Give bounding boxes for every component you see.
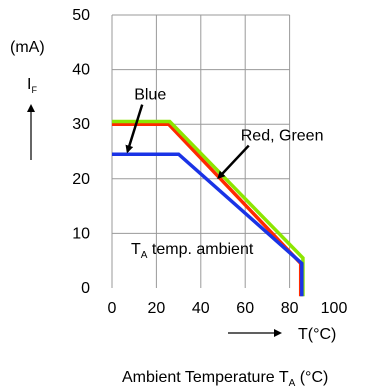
y-tick-label: 40 — [72, 62, 90, 79]
y-tick-label: 30 — [72, 116, 90, 133]
inner-label-main: T — [131, 241, 141, 258]
inner-label-sub: A — [141, 250, 148, 261]
annotation-label: Red, Green — [241, 128, 324, 145]
annotation-arrow — [217, 144, 250, 180]
x-tick-label: 40 — [192, 300, 210, 317]
series-line — [112, 122, 303, 297]
y-tick-label: 0 — [81, 280, 90, 297]
series-line — [112, 119, 305, 297]
x-tick-label: 20 — [148, 300, 166, 317]
inner-label-tail: temp. ambient — [147, 241, 253, 258]
bottom-label-tail: (°C) — [295, 369, 328, 386]
series-line — [112, 152, 304, 297]
annotations: Blue Red, Green — [125, 87, 324, 180]
y-axis-symbol-main: I — [27, 76, 31, 93]
series-lines — [112, 119, 305, 297]
y-axis-symbol: IF — [27, 76, 37, 95]
bottom-label-main: Ambient Temperature T — [122, 369, 289, 386]
bottom-label-sub: A — [289, 378, 296, 387]
y-tick-label: 50 — [72, 7, 90, 24]
annotation-arrow — [125, 104, 144, 154]
bottom-label: Ambient Temperature TA (°C) — [122, 369, 328, 387]
inner-label: TA temp. ambient — [131, 241, 254, 261]
y-tick-label: 20 — [72, 171, 90, 188]
y-tick-label: 10 — [72, 225, 90, 242]
x-tick-label: 0 — [108, 300, 117, 317]
y-axis-symbol-sub: F — [31, 85, 37, 95]
tick-labels: 0 20 40 60 80 100 0 10 20 30 40 50 — [72, 7, 347, 317]
x-tick-label: 80 — [281, 300, 299, 317]
x-tick-label: 60 — [236, 300, 254, 317]
x-axis-arrow-label: T(°C) — [298, 326, 336, 343]
grid — [111, 14, 291, 288]
annotation-label: Blue — [134, 87, 166, 104]
x-tick-label: 100 — [321, 300, 348, 317]
y-axis-unit: (mA) — [10, 39, 45, 56]
